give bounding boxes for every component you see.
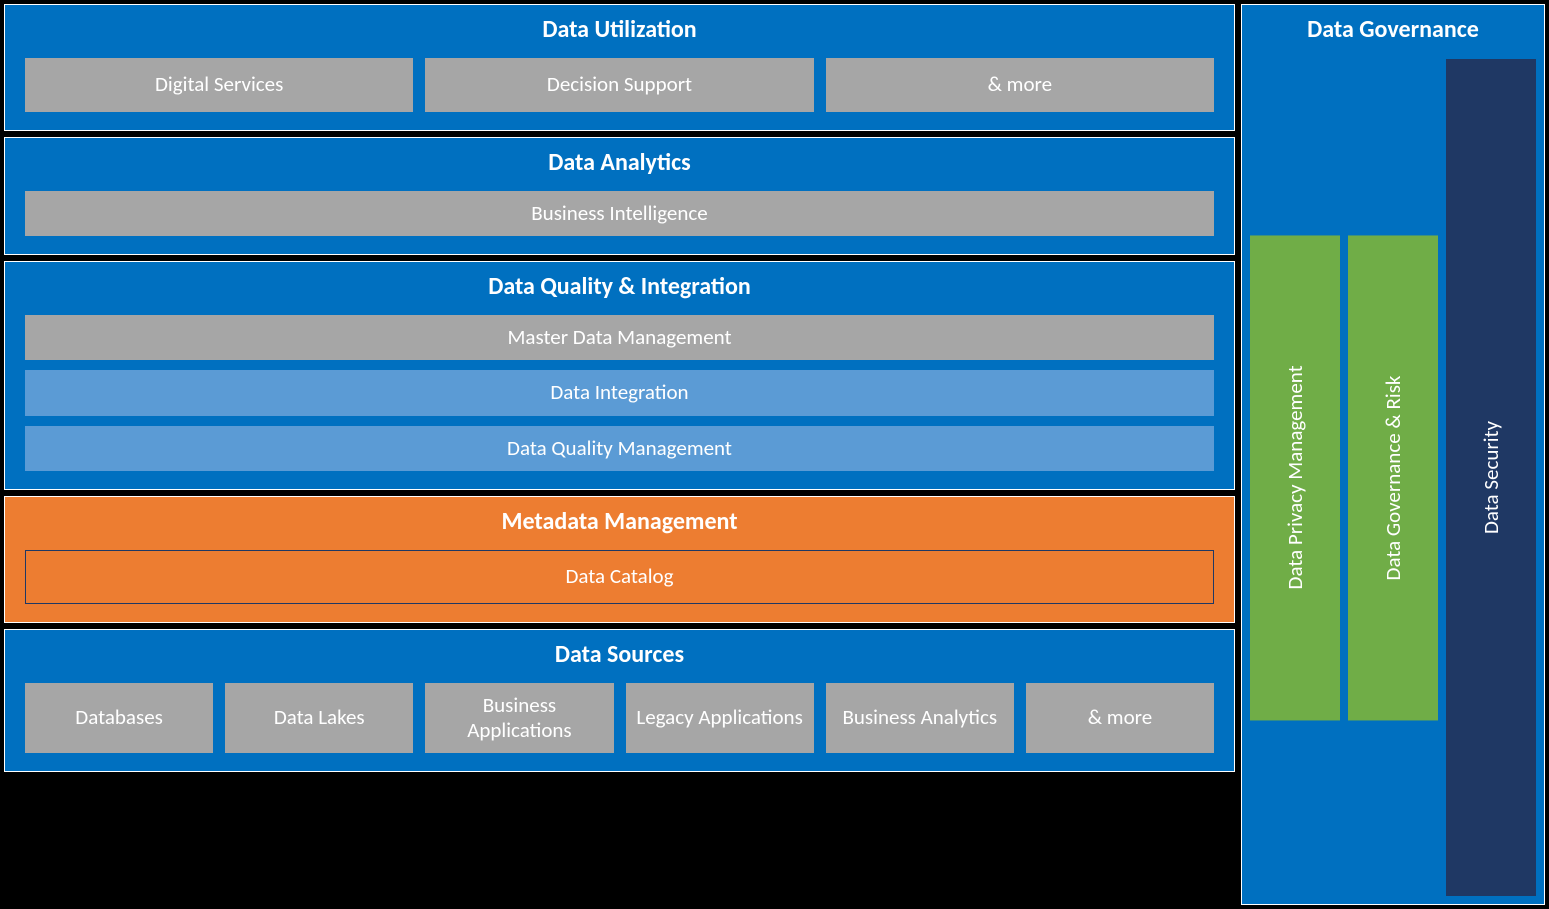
layer-metadata: Metadata Management Data Catalog <box>4 496 1235 623</box>
item-data-lakes: Data Lakes <box>225 683 413 753</box>
layer-quality: Data Quality & Integration Master Data M… <box>4 261 1235 490</box>
pillar-data-privacy-management: Data Privacy Management <box>1250 235 1340 720</box>
layer-utilization-title: Data Utilization <box>542 15 696 44</box>
item-decision-support: Decision Support <box>425 58 813 112</box>
pillar-data-security: Data Security <box>1446 59 1536 896</box>
governance-column: Data Governance Data Privacy Management … <box>1241 4 1545 905</box>
layer-analytics-items: Business Intelligence <box>25 191 1214 236</box>
layer-sources-title: Data Sources <box>555 640 684 669</box>
item-sources-more: & more <box>1026 683 1214 753</box>
item-business-applications: Business Applications <box>425 683 613 753</box>
layer-quality-title: Data Quality & Integration <box>488 272 751 301</box>
layer-analytics: Data Analytics Business Intelligence <box>4 137 1235 255</box>
item-business-intelligence: Business Intelligence <box>25 191 1214 236</box>
item-digital-services: Digital Services <box>25 58 413 112</box>
item-databases: Databases <box>25 683 213 753</box>
governance-header: Data Governance <box>1241 4 1545 59</box>
layer-sources-items: Databases Data Lakes Business Applicatio… <box>25 683 1214 753</box>
item-data-integration: Data Integration <box>25 370 1214 415</box>
item-master-data-management: Master Data Management <box>25 315 1214 360</box>
layer-quality-items: Master Data Management Data Integration … <box>25 315 1214 471</box>
layer-utilization: Data Utilization Digital Services Decisi… <box>4 4 1235 131</box>
governance-body: Data Privacy Management Data Governance … <box>1241 59 1545 905</box>
layer-metadata-items: Data Catalog <box>25 550 1214 604</box>
pillar-data-governance-risk: Data Governance & Risk <box>1348 235 1438 720</box>
layer-analytics-title: Data Analytics <box>548 148 690 177</box>
diagram-container: Data Utilization Digital Services Decisi… <box>0 0 1549 909</box>
item-utilization-more: & more <box>826 58 1214 112</box>
left-column: Data Utilization Digital Services Decisi… <box>4 4 1235 905</box>
layer-metadata-title: Metadata Management <box>501 507 737 536</box>
item-business-analytics: Business Analytics <box>826 683 1014 753</box>
item-data-catalog: Data Catalog <box>25 550 1214 604</box>
item-legacy-applications: Legacy Applications <box>626 683 814 753</box>
governance-title: Data Governance <box>1248 15 1538 45</box>
layer-sources: Data Sources Databases Data Lakes Busine… <box>4 629 1235 772</box>
layer-utilization-items: Digital Services Decision Support & more <box>25 58 1214 112</box>
item-data-quality-management: Data Quality Management <box>25 426 1214 471</box>
